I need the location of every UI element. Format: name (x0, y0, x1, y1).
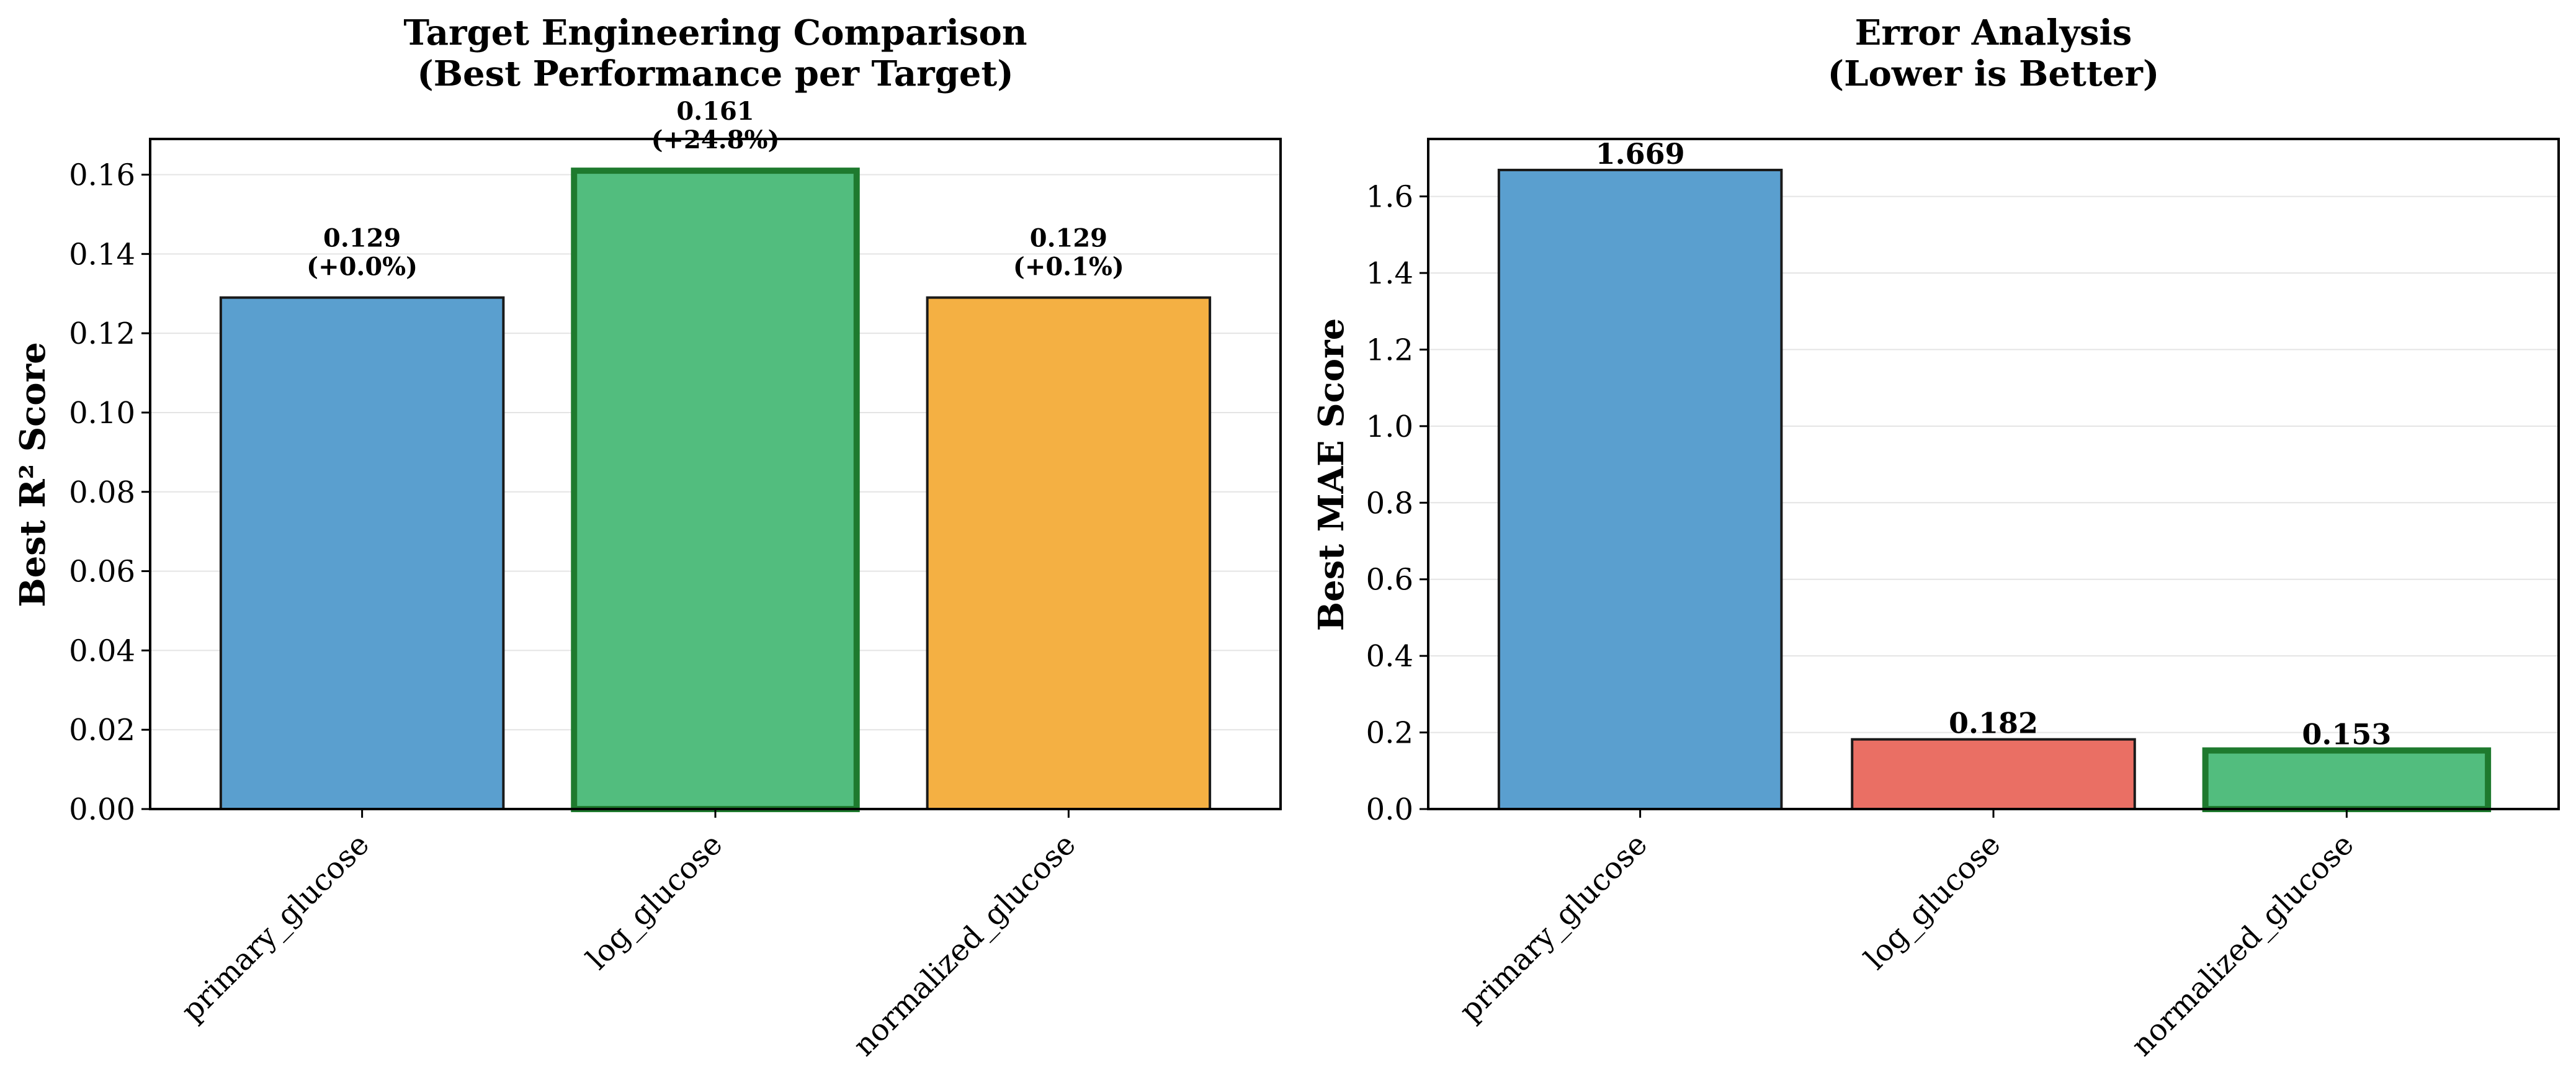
bars (1497, 168, 2492, 813)
x-tick-label: normalized_glucose (2125, 827, 2361, 1063)
bars (219, 168, 1212, 812)
y-tick-label: 0.14 (69, 237, 135, 272)
x-tick-label: log_glucose (580, 827, 730, 977)
y-tick-label: 0.12 (69, 316, 135, 351)
y-tick-label: 0.0 (1366, 792, 1413, 827)
y-tick-label: 1.2 (1366, 333, 1413, 367)
bar-log-glucose (1851, 738, 2136, 811)
x-tick-label: normalized_glucose (847, 827, 1083, 1063)
value-label: 0.182 (1949, 707, 2038, 740)
y-tick-label: 0.08 (69, 475, 135, 510)
y-tick-label: 0.2 (1366, 716, 1413, 751)
y-tick-label: 0.6 (1366, 563, 1413, 597)
x-axis-ticks: primary_glucose log_glucose normalized_glu… (175, 809, 1083, 1063)
mae-chart: Error Analysis (Lower is Better) Best MA… (1311, 12, 2560, 1063)
y-tick-label: 0.02 (69, 713, 135, 748)
r2-chart: Target Engineering Comparison (Best Perf… (12, 12, 1282, 1063)
x-tick-label: primary_glucose (175, 827, 377, 1029)
data-labels: 1.669 0.182 0.153 (1596, 137, 2392, 751)
delta-label: (+0.0%) (306, 253, 418, 282)
y-tick-label: 0.4 (1366, 639, 1413, 674)
delta-label: (+0.1%) (1013, 253, 1124, 282)
y-axis-ticks: 0.0 0.2 0.4 0.6 0.8 1.0 1.2 1.4 1.6 (1366, 180, 1428, 827)
x-axis-ticks: primary_glucose log_glucose normalized_glu… (1453, 809, 2361, 1063)
chart-title-line-2: (Best Performance per Target) (417, 53, 1014, 94)
value-label: 0.161 (676, 97, 754, 126)
x-tick-label: log_glucose (1858, 827, 2008, 977)
x-tick-label: primary_glucose (1453, 827, 1655, 1029)
y-tick-label: 1.6 (1366, 180, 1413, 215)
y-axis-label: Best R² Score (12, 342, 53, 607)
bar-normalized-glucose (926, 296, 1212, 811)
value-label: 1.669 (1596, 137, 1685, 171)
y-tick-label: 0.10 (69, 396, 135, 431)
y-axis-ticks: 0.00 0.02 0.04 0.06 0.08 0.10 0.12 0.14 0.16 (69, 158, 150, 827)
y-tick-label: 0.00 (69, 792, 135, 827)
y-tick-label: 0.8 (1366, 486, 1413, 521)
value-label: 0.153 (2302, 718, 2391, 751)
value-label: 0.129 (1030, 224, 1107, 253)
y-tick-label: 0.16 (69, 158, 135, 193)
y-tick-label: 0.06 (69, 555, 135, 589)
bar-primary-glucose (219, 296, 505, 811)
value-label: 0.129 (323, 224, 401, 253)
bar-log-glucose (571, 168, 860, 812)
bar-primary-glucose (1497, 168, 1783, 811)
y-tick-label: 1.4 (1366, 256, 1413, 291)
y-tick-label: 1.0 (1366, 409, 1413, 444)
bar-normalized-glucose (2202, 747, 2492, 813)
chart-title-line-1: Target Engineering Comparison (403, 12, 1027, 53)
chart-title-line-2: (Lower is Better) (1828, 53, 2160, 94)
y-tick-label: 0.04 (69, 633, 135, 668)
chart-title-line-1: Error Analysis (1855, 12, 2132, 53)
y-axis-label: Best MAE Score (1311, 318, 1352, 632)
